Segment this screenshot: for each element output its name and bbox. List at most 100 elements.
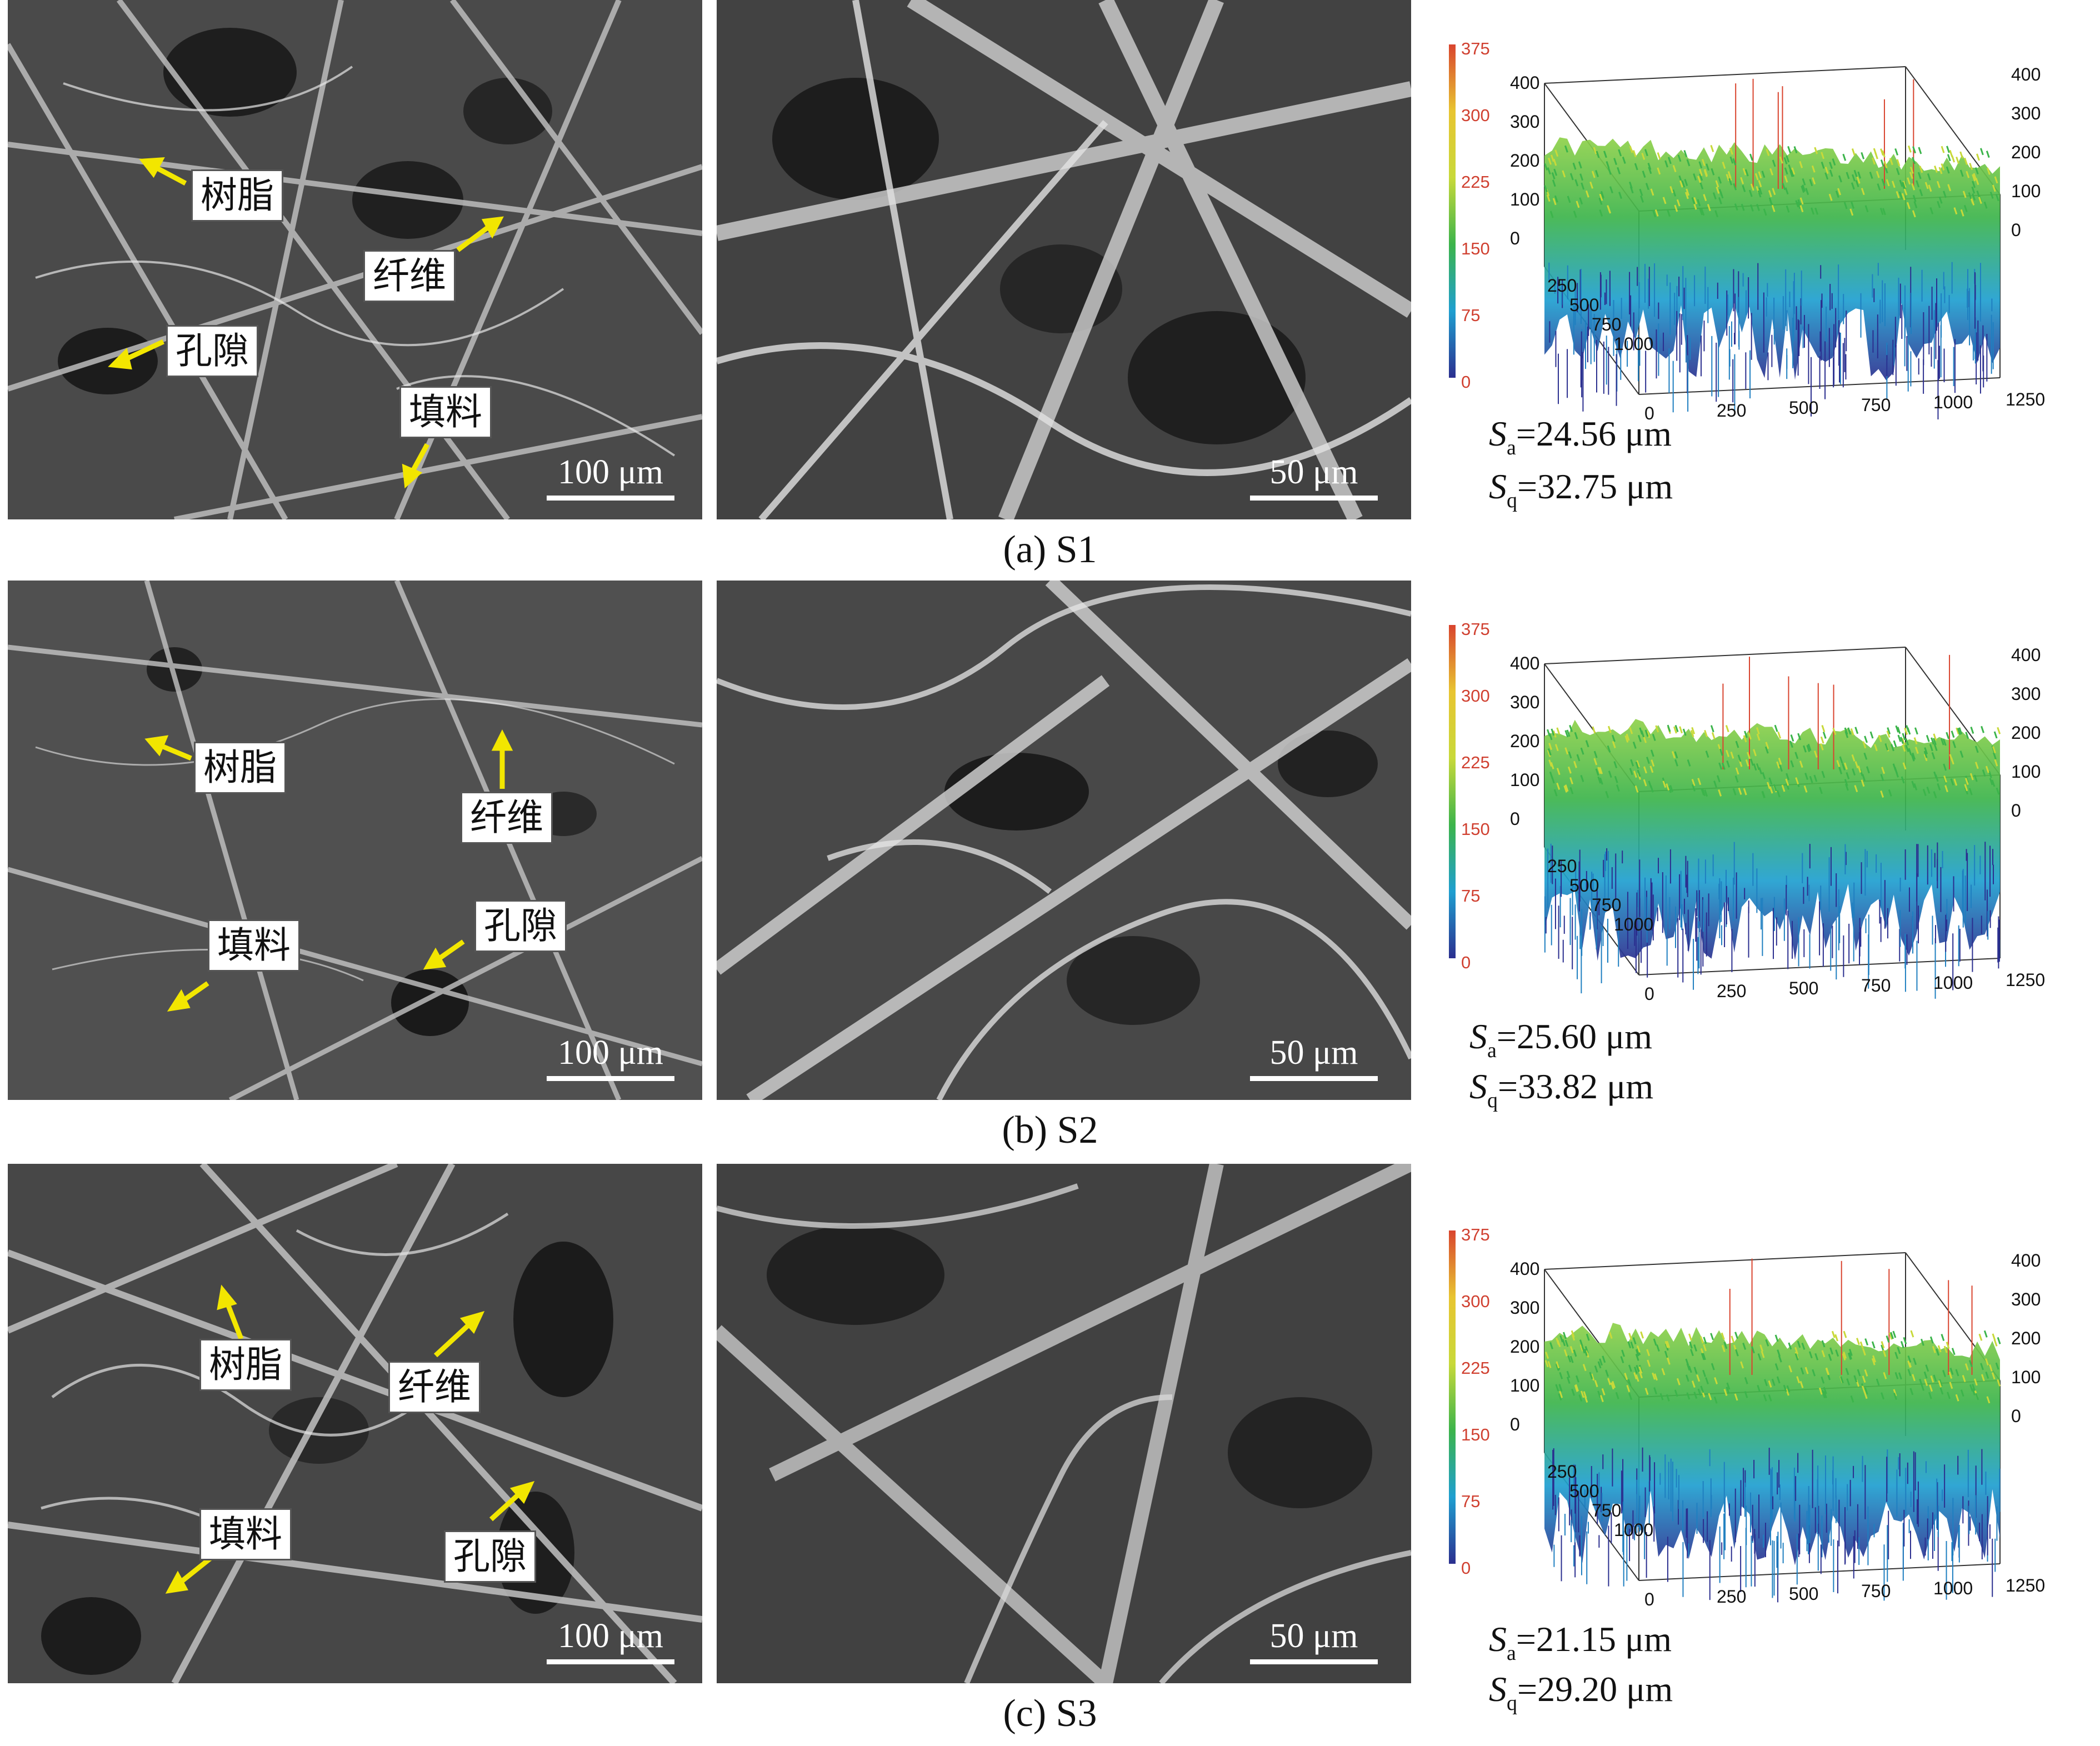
sem-image-s3-left: 树脂 纤维 填料 孔隙 100 μm (8, 1164, 702, 1683)
sq-sub: q (1487, 1089, 1498, 1112)
surface-plot-s3: 3753002251507504003002001000400300200100… (1449, 1225, 2045, 1608)
colorbar-tick: 0 (1461, 372, 1471, 392)
surface (1544, 719, 2000, 961)
z-tick-left: 300 (1510, 692, 1539, 712)
x-tick: 500 (1789, 1584, 1818, 1604)
roughness-sa: Sa=25.60 μm (1469, 1011, 1652, 1076)
label-resin: 树脂 (194, 742, 286, 794)
y-tick: 1000 (1614, 334, 1653, 354)
scale-bar-line (547, 496, 674, 501)
roughness-sa: Sa=21.15 μm (1489, 1614, 1672, 1679)
x-tick: 1000 (1933, 973, 1973, 993)
colorbar-tick: 300 (1461, 106, 1490, 125)
y-tick: 250 (1547, 856, 1577, 876)
colorbar-tick: 150 (1461, 239, 1490, 258)
z-tick-left: 100 (1510, 770, 1539, 790)
sa-sub: a (1507, 1642, 1516, 1665)
label-resin: 树脂 (191, 169, 283, 222)
z-tick-right: 400 (2011, 1250, 2041, 1270)
sq-sub: q (1507, 1692, 1517, 1715)
roughness-sq: Sq=33.82 μm (1469, 1061, 1653, 1126)
x-tick: 500 (1789, 398, 1818, 418)
sa-symbol: S (1489, 414, 1507, 453)
label-fiber: 纤维 (363, 250, 456, 302)
x-tick: 750 (1861, 395, 1891, 415)
colorbar-tick: 375 (1461, 619, 1490, 639)
panel-caption: (c) S3 (1003, 1692, 1097, 1735)
surface-spikes (1548, 78, 1994, 419)
label-filler: 填料 (199, 1508, 292, 1560)
x-tick: 250 (1717, 401, 1746, 421)
scale-bar: 100 μm (547, 453, 674, 501)
z-tick-left: 300 (1510, 1298, 1539, 1318)
z-tick-left: 0 (1510, 809, 1520, 829)
sq-value: =29.20 μm (1517, 1669, 1673, 1709)
sa-value: =25.60 μm (1496, 1017, 1653, 1056)
label-fiber: 纤维 (461, 792, 553, 844)
sq-sub: q (1507, 489, 1517, 512)
z-tick-right: 100 (2011, 1367, 2041, 1387)
sem-image-s2-left: 树脂 纤维 填料 孔隙 100 μm (8, 581, 702, 1100)
x-tick: 750 (1861, 1581, 1891, 1601)
roughness-sq: Sq=29.20 μm (1489, 1664, 1673, 1729)
colorbar-tick: 225 (1461, 172, 1490, 192)
scale-bar-label: 100 μm (558, 453, 663, 491)
scale-bar: 100 μm (547, 1033, 674, 1081)
scale-bar-label: 50 μm (1269, 453, 1358, 491)
colorbar-tick: 225 (1461, 1358, 1490, 1378)
z-tick-right: 300 (2011, 1289, 2041, 1309)
scale-bar-label: 100 μm (558, 1617, 663, 1655)
x-tick: 1000 (1933, 392, 1973, 412)
y-tick: 250 (1547, 1462, 1577, 1482)
colorbar-tick: 300 (1461, 1292, 1490, 1311)
colorbar-tick: 0 (1461, 953, 1471, 972)
surface-grain (1544, 144, 1999, 218)
y-tick: 750 (1592, 314, 1621, 334)
z-tick-left: 200 (1510, 151, 1539, 171)
scale-bar-label: 50 μm (1269, 1034, 1358, 1072)
sem-image-s1-left: 树脂 纤维 孔隙 填料 100 μm (8, 0, 702, 519)
y-tick: 500 (1569, 875, 1599, 895)
label-filler: 填料 (208, 919, 300, 972)
label-filler: 填料 (399, 386, 492, 438)
colorbar-tick: 150 (1461, 819, 1490, 839)
scale-bar-line (1250, 1076, 1378, 1081)
sem-texture (8, 581, 702, 1100)
colorbar-tick: 0 (1461, 1558, 1471, 1578)
sq-value: =32.75 μm (1517, 467, 1673, 506)
panel-a: 树脂 纤维 孔隙 填料 100 μm 50 μm 37 (0, 0, 2100, 578)
scale-bar: 50 μm (1250, 1617, 1378, 1664)
label-fiber: 纤维 (388, 1361, 481, 1413)
roughness-sq: Sq=32.75 μm (1489, 461, 1673, 526)
x-tick: 250 (1717, 981, 1746, 1001)
z-tick-right: 200 (2011, 142, 2041, 162)
colorbar (1449, 625, 1456, 958)
sa-value: =21.15 μm (1516, 1619, 1672, 1659)
surface-plot-s2: 3753002251507504003002001000400300200100… (1449, 619, 2045, 1003)
z-tick-right: 100 (2011, 762, 2041, 782)
colorbar-tick: 300 (1461, 686, 1490, 706)
sem-texture (717, 581, 1411, 1100)
y-tick: 500 (1569, 1481, 1599, 1501)
sem-texture (8, 1164, 702, 1683)
surface (1544, 137, 2000, 381)
surface-plot-s1: 3753002251507504003002001000400300200100… (1449, 39, 2045, 422)
colorbar-tick: 75 (1461, 886, 1480, 905)
colorbar (1449, 44, 1456, 378)
surface (1544, 1323, 2000, 1565)
y-tick: 750 (1592, 895, 1621, 915)
z-tick-left: 400 (1510, 73, 1539, 93)
scale-bar-line (1250, 496, 1378, 501)
sa-value: =24.56 μm (1516, 414, 1672, 453)
z-tick-left: 400 (1510, 1259, 1539, 1279)
surface-spikes (1552, 1258, 2001, 1603)
z-tick-right: 0 (2011, 220, 2021, 240)
panel-caption: (a) S1 (1003, 528, 1097, 571)
scale-bar-line (547, 1659, 674, 1664)
z-tick-left: 100 (1510, 189, 1539, 209)
x-tick: 0 (1644, 984, 1654, 1003)
roughness-sa: Sa=24.56 μm (1489, 408, 1672, 473)
y-tick: 500 (1569, 295, 1599, 315)
panel-caption: (b) S2 (1002, 1109, 1098, 1152)
scale-bar-label: 100 μm (558, 1034, 663, 1072)
